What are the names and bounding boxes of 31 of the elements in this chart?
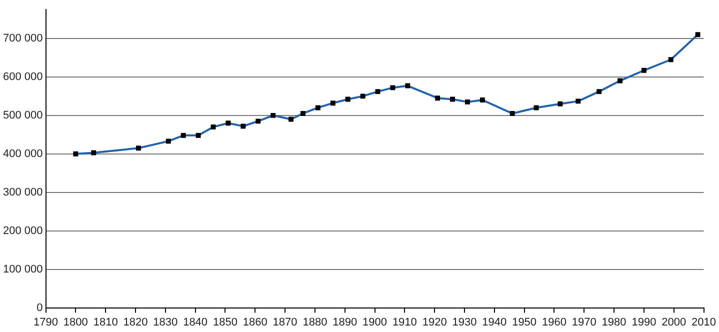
x-tick-label: 1850 (212, 316, 238, 328)
x-tick-label: 1860 (242, 316, 268, 328)
x-tick-label: 1960 (542, 316, 566, 328)
y-tick-label: 500 000 (2, 109, 43, 122)
y-tick-label: 600 000 (2, 70, 43, 83)
x-tick-label: 1980 (602, 316, 626, 328)
x-tick-label: 1920 (422, 316, 447, 328)
x-tick-label: 1830 (153, 316, 178, 328)
x-tick-label: 1880 (302, 316, 328, 328)
y-tick-label: 300 000 (2, 186, 43, 198)
y-tick-label: 200 000 (2, 224, 43, 237)
x-tick-label: 1910 (392, 316, 417, 328)
x-tick-label: 1990 (632, 316, 656, 328)
x-tick-label: 2000 (662, 316, 686, 328)
x-tick-label: 1790 (34, 316, 58, 328)
x-tick-label: 1820 (123, 316, 148, 328)
y-tick-label: 400 000 (2, 148, 43, 160)
y-tick-label: 700 000 (2, 32, 43, 44)
x-tick-label: 1890 (332, 316, 358, 328)
x-tick-label: 1970 (572, 316, 596, 328)
x-tick-label: 1900 (362, 316, 388, 328)
x-tick-label: 1800 (63, 316, 88, 328)
x-tick-label: 1810 (93, 316, 118, 328)
x-tick-label: 1940 (482, 316, 507, 328)
x-tick-label: 1840 (183, 316, 208, 328)
x-tick-label: 1930 (452, 316, 477, 328)
x-tick-label: 2010 (692, 316, 716, 328)
y-tick-label: 100 000 (2, 263, 43, 276)
x-tick-label: 1950 (512, 316, 537, 328)
x-tick-label: 1870 (272, 316, 298, 328)
y-tick-label: 0 (36, 302, 43, 314)
